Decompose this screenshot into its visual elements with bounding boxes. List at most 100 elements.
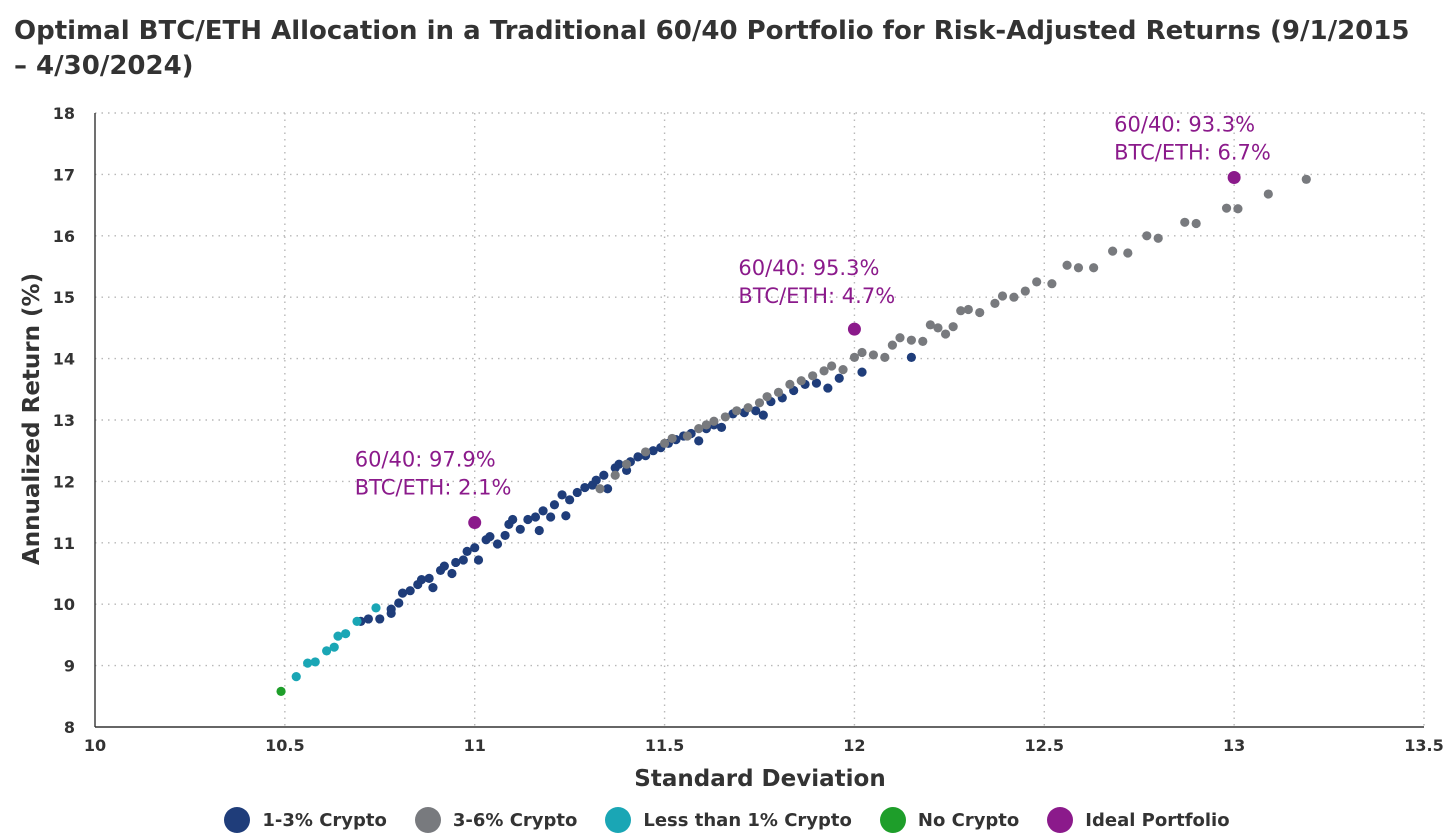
x-tick-label: 10.5	[265, 736, 304, 755]
point-3-6-crypto	[595, 484, 605, 494]
point-3-6-crypto	[1009, 292, 1019, 302]
y-tick-label: 17	[53, 165, 75, 184]
point-1-3-crypto	[614, 459, 624, 469]
chart-title: Optimal BTC/ETH Allocation in a Traditio…	[14, 16, 1410, 81]
point-3-6-crypto	[796, 376, 806, 386]
point-1-3-crypto	[470, 543, 480, 553]
point-ideal-portfolio	[847, 322, 861, 336]
point-1-3-crypto	[834, 373, 844, 383]
legend-swatch	[224, 807, 251, 833]
point-3-6-crypto	[819, 366, 829, 376]
x-tick-label: 13	[1223, 736, 1245, 755]
point-1-3-crypto	[492, 539, 503, 549]
point-1-3-crypto	[508, 514, 518, 525]
point-3-6-crypto	[762, 392, 772, 402]
point-1-3-crypto	[758, 410, 768, 420]
x-axis-label: Standard Deviation	[634, 766, 885, 792]
point-3-6-crypto	[857, 347, 867, 358]
point-3-6-crypto	[682, 431, 692, 441]
legend-swatch	[414, 807, 441, 833]
point-1-3-crypto	[424, 573, 434, 584]
point-1-3-crypto	[386, 604, 396, 614]
legend-label: 3-6% Crypto	[452, 809, 578, 831]
point-3-6-crypto	[754, 398, 765, 408]
y-tick-labels: 8 9 10 11 12 13 14 15 16 17 18	[53, 104, 75, 737]
point-3-6-crypto	[849, 352, 860, 362]
point-1-3-crypto	[716, 422, 727, 432]
point-less-than-1-crypto	[291, 672, 301, 682]
point-3-6-crypto	[808, 371, 818, 381]
x-tick-label: 10	[84, 736, 106, 755]
point-3-6-crypto	[933, 323, 943, 333]
point-3-6-crypto	[1073, 263, 1084, 273]
point-3-6-crypto	[925, 320, 935, 330]
x-tick-label: 12.5	[1025, 736, 1064, 755]
legend-item-less-than-1-crypto: Less than 1% Crypto	[605, 807, 852, 833]
point-less-than-1-crypto	[329, 642, 339, 652]
point-less-than-1-crypto	[333, 631, 343, 641]
point-3-6-crypto	[997, 291, 1008, 301]
point-3-6-crypto	[956, 306, 966, 316]
point-3-6-crypto	[1020, 286, 1030, 296]
y-tick-label: 13	[53, 411, 75, 430]
point-1-3-crypto	[451, 557, 461, 568]
point-3-6-crypto	[1221, 203, 1232, 213]
annotation-line2: BTC/ETH: 2.1%	[355, 476, 512, 500]
point-3-6-crypto	[1032, 277, 1042, 287]
point-3-6-crypto	[1062, 260, 1072, 270]
y-tick-label: 16	[53, 227, 75, 246]
point-3-6-crypto	[785, 379, 795, 389]
point-3-6-crypto	[963, 304, 973, 315]
y-tick-label: 14	[53, 350, 75, 369]
legend-swatch	[1047, 807, 1074, 833]
legend-label: No Crypto	[917, 809, 1020, 831]
point-3-6-crypto	[720, 412, 730, 422]
point-3-6-crypto	[743, 403, 753, 413]
annotation-line2: BTC/ETH: 6.7%	[1114, 140, 1271, 164]
y-tick-label: 12	[53, 472, 75, 491]
point-3-6-crypto	[880, 352, 890, 362]
annotation-line1: 60/40: 97.9%	[355, 448, 496, 472]
point-1-3-crypto	[694, 436, 704, 446]
point-less-than-1-crypto	[371, 603, 381, 613]
legend-item-no-crypto: No Crypto	[879, 807, 1020, 833]
point-ideal-portfolio	[1227, 170, 1241, 184]
point-1-3-crypto	[500, 530, 510, 541]
legend-item-1-3-crypto: 1-3% Crypto	[224, 807, 387, 833]
x-tick-label: 12	[843, 736, 865, 755]
point-1-3-crypto	[363, 614, 373, 624]
point-1-3-crypto	[561, 511, 571, 521]
point-1-3-crypto	[546, 512, 556, 522]
point-no-crypto	[276, 686, 286, 696]
legend-swatch	[879, 807, 906, 833]
point-1-3-crypto	[648, 446, 658, 456]
point-3-6-crypto	[667, 433, 677, 444]
point-3-6-crypto	[1263, 189, 1273, 199]
point-3-6-crypto	[659, 438, 670, 448]
x-tick-labels: 10 10.5 11 11.5 12 12.5 13 13.5	[84, 736, 1444, 755]
point-1-3-crypto	[530, 512, 541, 522]
point-1-3-crypto	[473, 555, 484, 565]
point-1-3-crypto	[485, 532, 495, 542]
point-3-6-crypto	[1191, 218, 1201, 229]
legend-label: Ideal Portfolio	[1085, 809, 1230, 831]
point-3-6-crypto	[1108, 246, 1118, 256]
point-3-6-crypto	[918, 336, 928, 347]
point-3-6-crypto	[1142, 231, 1152, 241]
point-1-3-crypto	[572, 487, 582, 498]
annotation-line2: BTC/ETH: 4.7%	[738, 284, 895, 308]
legend-item-ideal-portfolio: Ideal Portfolio	[1047, 807, 1230, 833]
point-less-than-1-crypto	[352, 616, 362, 626]
legend-label: Less than 1% Crypto	[643, 809, 852, 831]
scatter-chart: 10 10.5 11 11.5 12 12.5 13 13.5 8 9 10 11 12 13 14 15 1…	[19, 104, 1444, 792]
point-1-3-crypto	[580, 482, 590, 493]
point-3-6-crypto	[622, 459, 632, 469]
point-3-6-crypto	[906, 335, 916, 345]
y-tick-label: 15	[53, 288, 75, 307]
point-3-6-crypto	[1153, 233, 1163, 243]
y-tick-label: 11	[53, 534, 75, 553]
point-3-6-crypto	[610, 470, 620, 480]
point-1-3-crypto	[394, 598, 404, 608]
point-1-3-crypto	[515, 524, 525, 534]
point-1-3-crypto	[447, 568, 457, 579]
